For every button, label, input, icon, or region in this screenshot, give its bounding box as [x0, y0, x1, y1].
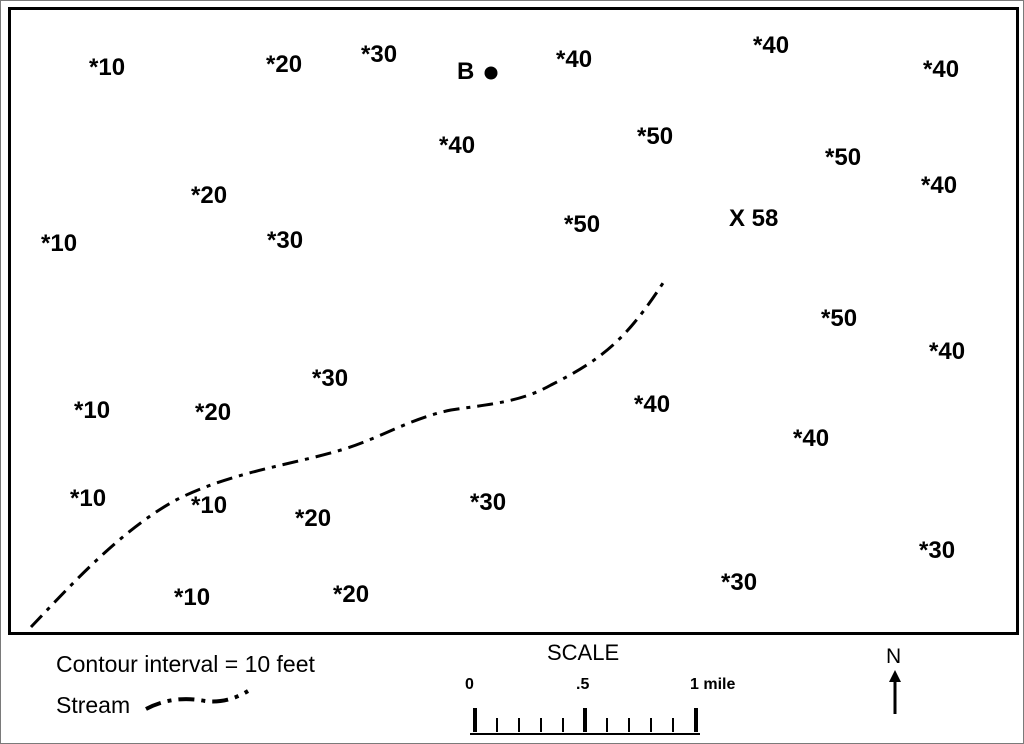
elevation-point: *50: [637, 123, 674, 150]
north-arrow-icon: [889, 670, 901, 714]
north-label: N: [886, 645, 902, 668]
elevation-point: *20: [295, 505, 332, 532]
scale-label-zero: 0: [465, 676, 474, 693]
elevation-point: *40: [929, 338, 966, 365]
elevation-point: *30: [470, 489, 507, 516]
elevation-point: *40: [556, 46, 593, 73]
contour-interval-label: Contour interval = 10 feet: [56, 651, 315, 677]
stream-legend-label: Stream: [56, 692, 131, 718]
elevation-point: *50: [825, 144, 862, 171]
elevation-point: *30: [721, 569, 758, 596]
point-b-label: B: [457, 58, 475, 85]
elevation-point: *20: [266, 51, 303, 78]
elevation-point: *50: [564, 211, 601, 238]
elevation-point: *10: [41, 230, 78, 257]
elevation-point: *20: [333, 581, 370, 608]
scale-bar: [470, 708, 700, 735]
elevation-point: *10: [191, 492, 228, 519]
scale-title: SCALE: [547, 640, 620, 665]
scale-label-one-mile: 1 mile: [690, 676, 736, 693]
elevation-point: *40: [793, 425, 830, 452]
stream-legend-swatch: [145, 689, 250, 711]
stream-line: [29, 282, 665, 629]
topographic-map: *10 *20 *30 *40 *40 *40 *40 *50 *50 *20 …: [8, 7, 1019, 635]
elevation-point: *40: [923, 56, 960, 83]
elevation-point: *30: [919, 537, 956, 564]
elevation-point: *50: [821, 305, 858, 332]
elevation-point: *30: [361, 41, 398, 68]
elevation-point: *40: [921, 172, 958, 199]
scale-label-half: .5: [576, 676, 590, 693]
map-drawing: [29, 66, 665, 629]
elevation-point: *10: [89, 54, 126, 81]
elevation-point: *20: [195, 399, 232, 426]
elevation-point: *20: [191, 182, 228, 209]
point-b-dot: [484, 66, 498, 80]
elevation-point: *10: [70, 485, 107, 512]
elevation-point: *30: [312, 365, 349, 392]
elevation-point: *10: [174, 584, 211, 611]
elevation-point: *40: [439, 132, 476, 159]
elevation-point: *40: [753, 32, 790, 59]
elevation-point: *30: [267, 227, 304, 254]
elevation-point: *40: [634, 391, 671, 418]
elevation-point: *10: [74, 397, 111, 424]
summit-marker: X 58: [729, 205, 779, 232]
